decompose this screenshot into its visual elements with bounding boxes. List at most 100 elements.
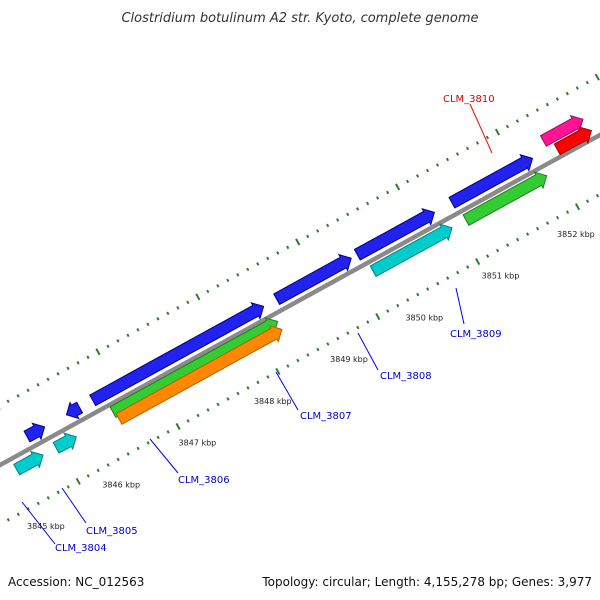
inner-tick: [206, 408, 210, 412]
outer-tick: [295, 238, 301, 246]
outer-tick: [56, 371, 60, 376]
outer-tick: [106, 344, 110, 349]
outer-tick: [256, 262, 260, 266]
inner-tick: [356, 325, 360, 330]
inner-tick: [326, 342, 330, 346]
outer-tick: [226, 278, 230, 283]
outer-tick: [555, 97, 559, 101]
inner-tick: [366, 320, 370, 324]
outer-tick: [585, 80, 589, 85]
inner-tick: [386, 309, 390, 313]
inner-tick: [175, 422, 181, 430]
inner-tick: [535, 226, 540, 231]
gene-label: CLM_3809: [450, 329, 502, 340]
inner-tick: [75, 477, 81, 485]
gene-labels: CLM_3804 CLM_3805 CLM_3806 CLM_3807 CLM_3808…: [21, 94, 502, 554]
outer-tick: [465, 146, 470, 151]
kbp-label: 3845 kbp: [27, 522, 65, 531]
outer-tick: [455, 152, 460, 156]
kbp-label: 3849 kbp: [330, 355, 368, 364]
inner-tick-ring: [6, 193, 600, 522]
outer-tick: [425, 168, 430, 173]
inner-tick: [506, 243, 510, 247]
inner-tick: [216, 402, 220, 407]
kbp-label: 3848 kbp: [254, 397, 292, 406]
gene-blue-small: [65, 401, 84, 420]
gene-blue: [353, 207, 436, 261]
outer-tick: [405, 179, 410, 184]
outer-tick: [166, 311, 170, 316]
inner-tick: [456, 270, 460, 275]
inner-tick: [36, 501, 40, 506]
inner-tick: [396, 303, 400, 308]
outer-tick: [66, 366, 70, 371]
inner-tick: [555, 215, 560, 220]
outer-tick: [306, 234, 310, 239]
accession-text: Accession: NC_012563: [8, 575, 144, 589]
outer-tick: [276, 251, 280, 255]
gene-cyan-small: [52, 432, 77, 454]
gene-blue: [448, 153, 534, 209]
inner-tick: [275, 367, 281, 376]
outer-tick: [146, 322, 150, 327]
outer-tick: [594, 73, 600, 81]
inner-tick: [146, 441, 150, 445]
inner-tick: [565, 210, 570, 214]
inner-tick: [574, 203, 581, 211]
outer-tick: [545, 102, 549, 107]
inner-tick: [16, 512, 20, 517]
inner-tick: [475, 258, 481, 266]
summary-text: Topology: circular; Length: 4,155,278 bp…: [261, 575, 592, 589]
inner-tick: [66, 485, 70, 489]
gene-pink: [539, 114, 584, 147]
inner-tick: [106, 463, 110, 467]
outer-tick: [286, 245, 290, 250]
outer-tick: [6, 399, 10, 404]
inner-tick: [585, 199, 590, 203]
inner-tick: [346, 331, 350, 335]
inner-tick: [116, 457, 120, 462]
outer-tick: [316, 229, 320, 233]
inner-tick: [96, 468, 100, 473]
inner-tick: [416, 292, 420, 297]
kbp-label: 3851 kbp: [482, 272, 520, 281]
outer-tick: [565, 91, 569, 96]
outer-tick: [76, 361, 80, 365]
inner-tick: [516, 237, 520, 242]
gene-green: [462, 171, 548, 226]
leader-line: [275, 371, 299, 411]
gene-cyan-small: [13, 450, 44, 476]
inner-tick: [246, 386, 250, 390]
inner-tick: [136, 446, 140, 451]
inner-tick: [236, 391, 240, 396]
outer-tick: [36, 382, 40, 387]
kbp-label: 3850 kbp: [405, 314, 443, 323]
inner-tick: [286, 364, 290, 368]
kbp-label: 3846 kbp: [102, 480, 140, 489]
outer-tick: [535, 108, 539, 112]
gene-red: [553, 126, 593, 156]
inner-tick: [156, 435, 160, 440]
outer-tick: [246, 267, 250, 272]
outer-tick: [415, 174, 420, 178]
inner-tick: [186, 419, 190, 423]
inner-tick: [406, 298, 410, 302]
inner-tick: [86, 474, 90, 478]
gene-blue: [273, 253, 352, 306]
outer-tick: [236, 273, 240, 277]
inner-tick: [56, 490, 60, 495]
leader-line: [149, 438, 179, 474]
inner-tick: [595, 193, 600, 198]
inner-tick: [6, 518, 10, 522]
inner-tick: [256, 380, 260, 385]
outer-tick: [435, 163, 440, 167]
inner-tick: [196, 413, 200, 418]
outer-tick: [26, 388, 30, 393]
outer-tick: [395, 183, 401, 191]
inner-tick: [306, 353, 310, 357]
gene-blue-large: [89, 301, 265, 407]
inner-tick: [496, 248, 500, 253]
inner-tick: [46, 496, 50, 500]
outer-tick: [376, 196, 380, 200]
